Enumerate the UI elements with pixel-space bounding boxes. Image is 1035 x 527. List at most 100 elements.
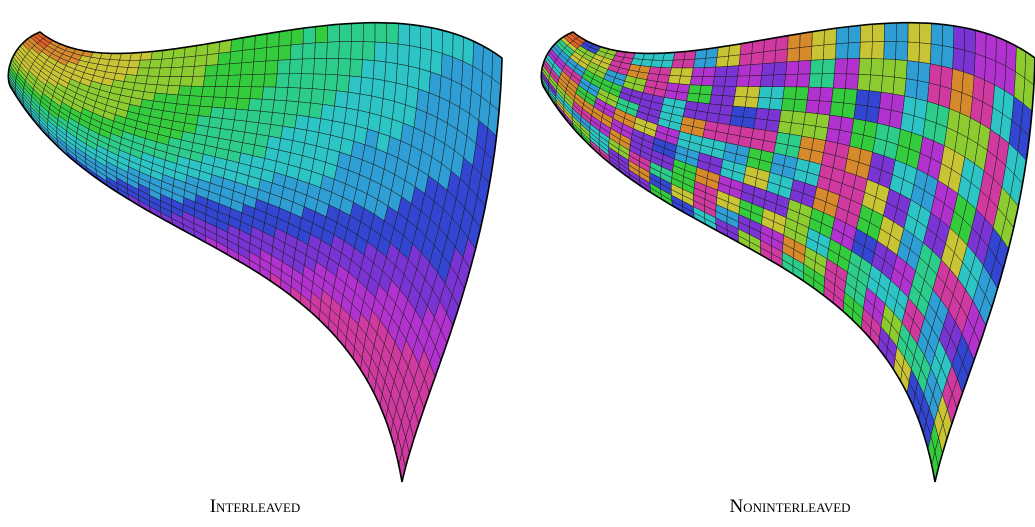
mesh-cell	[374, 42, 386, 62]
mesh-cell	[942, 46, 954, 69]
mesh-noninterleaved	[541, 23, 1035, 482]
mesh-cell	[398, 23, 410, 45]
mesh-cell	[884, 23, 896, 42]
mesh-cell	[767, 109, 781, 121]
mesh-cell	[363, 23, 375, 42]
mesh-cell	[397, 44, 409, 66]
mesh-cell	[845, 74, 858, 90]
mesh-cell	[903, 96, 916, 116]
mesh-cell	[387, 23, 399, 44]
mesh-cell	[205, 65, 218, 76]
mesh-cell	[927, 83, 940, 105]
mesh-cell	[335, 91, 349, 108]
mesh-cell	[713, 76, 726, 86]
mesh-cell	[230, 50, 243, 63]
mesh-cell	[250, 87, 264, 99]
mesh-cell	[883, 59, 896, 77]
mesh-cell	[239, 75, 252, 87]
mesh-cell	[974, 53, 986, 80]
mesh-cell	[336, 75, 349, 92]
mesh-cell	[348, 76, 361, 94]
mesh-cell	[775, 49, 788, 63]
mesh-cell	[253, 61, 266, 74]
mesh-cell	[704, 57, 717, 67]
mesh-cell	[739, 53, 752, 65]
mesh-cell	[375, 23, 387, 43]
mesh-cell	[200, 96, 214, 107]
mesh-cell	[792, 111, 806, 124]
mesh-cell	[964, 50, 976, 75]
mesh-cell	[137, 68, 150, 76]
mesh-cell	[828, 115, 842, 130]
mesh-cell	[893, 77, 906, 96]
mesh-cell	[847, 59, 860, 75]
mesh-cell	[315, 25, 327, 43]
mesh-cell	[824, 28, 836, 45]
mesh-cell	[653, 53, 665, 60]
mesh-cell	[373, 61, 386, 81]
mesh-cell	[279, 30, 292, 46]
mesh-cell	[953, 48, 965, 72]
mesh-cell	[418, 69, 430, 93]
mesh-cell	[832, 88, 846, 103]
mesh-cell	[871, 59, 884, 76]
mesh-cell	[135, 75, 148, 84]
mesh-cell	[763, 50, 776, 63]
mesh-cell	[351, 23, 363, 42]
mesh-cell	[720, 105, 734, 116]
mesh-cell	[766, 120, 780, 132]
mesh-cell	[711, 86, 724, 96]
mesh-cell	[951, 69, 963, 93]
mesh-cell	[168, 77, 181, 86]
mesh-cell	[848, 42, 861, 59]
mesh-cell	[118, 60, 130, 67]
mesh-cell	[181, 66, 194, 76]
mesh-cell	[396, 64, 409, 86]
mesh-cell	[363, 42, 376, 61]
mesh-cell	[273, 100, 287, 114]
mesh-cell	[816, 114, 830, 128]
mesh-cell	[233, 120, 247, 132]
mesh-cell	[869, 75, 882, 92]
mesh-interleaved	[8, 23, 502, 482]
mesh-cell	[677, 84, 690, 93]
mesh-cell	[165, 94, 178, 104]
mesh-cell	[198, 106, 212, 117]
mesh-cell	[254, 48, 267, 62]
mesh-cell	[281, 126, 295, 140]
mesh-cell	[241, 62, 254, 75]
mesh-cell	[754, 119, 768, 131]
mesh-cell	[303, 27, 315, 44]
mesh-cell	[835, 59, 848, 74]
mesh-cell	[327, 24, 339, 42]
mesh-cell	[783, 87, 797, 99]
mesh-cell	[192, 76, 205, 86]
mesh-cell	[190, 86, 203, 96]
mesh-cell	[852, 119, 866, 135]
mesh-cell	[908, 23, 920, 43]
mesh-cell	[714, 66, 727, 76]
mesh-cell	[128, 60, 140, 68]
mesh-cell	[139, 60, 151, 68]
mesh-cell	[309, 103, 323, 119]
mesh-cell	[872, 23, 884, 41]
mesh-cell	[795, 87, 809, 100]
mesh-cell	[762, 63, 775, 76]
mesh-cell	[731, 106, 745, 117]
mesh-cell	[372, 79, 385, 99]
mesh-cell	[836, 27, 848, 44]
mesh-cell	[778, 121, 792, 134]
mesh-cell	[668, 75, 681, 84]
mesh-cell	[698, 94, 711, 104]
mesh-cell	[661, 60, 673, 68]
mesh-cell	[781, 99, 795, 112]
mesh-cell	[814, 126, 828, 140]
mesh-cell	[394, 83, 407, 105]
mesh-cell	[288, 74, 302, 88]
mesh-cell	[171, 57, 184, 67]
mesh-cell	[339, 23, 351, 41]
mesh-cell	[285, 101, 299, 115]
figure: Interleaved Noninterleaved	[0, 0, 1035, 527]
mesh-cell	[692, 68, 705, 77]
mesh-cell	[177, 95, 190, 105]
